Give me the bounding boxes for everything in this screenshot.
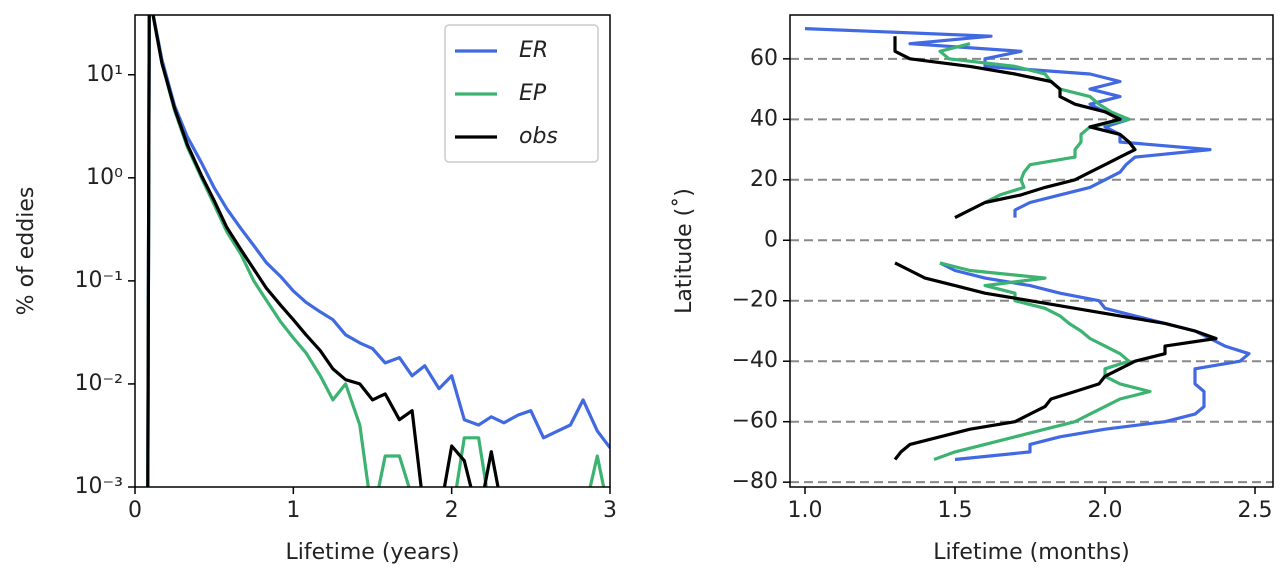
y-tick-label: −80	[732, 469, 778, 494]
series-line	[804, 27, 1251, 462]
y-tick-label: −60	[732, 409, 778, 434]
y-tick-label: 10⁻²	[75, 371, 123, 396]
x-tick-label: 2	[445, 498, 459, 523]
y-tick-label: −20	[732, 288, 778, 313]
y-tick-label: 20	[750, 167, 778, 192]
legend: ER EP obs	[444, 24, 599, 163]
x-tick-label: 1	[286, 498, 300, 523]
y-tick-label: 0	[764, 227, 778, 252]
series-line	[146, 15, 610, 487]
y-axis-label: % of eddies	[14, 187, 39, 316]
legend-label: obs	[519, 124, 558, 149]
series-line	[146, 15, 606, 487]
y-tick-label: 40	[750, 106, 778, 131]
y-tick-label: 10⁻³	[75, 474, 123, 499]
x-tick-label: 2.0	[1088, 498, 1123, 523]
y-tick-label: 10⁰	[86, 165, 123, 190]
legend-label: ER	[519, 38, 548, 63]
axes-frame	[134, 14, 611, 488]
x-tick-label: 0	[128, 498, 142, 523]
legend-box	[444, 24, 599, 163]
x-tick-label: 1.5	[938, 498, 973, 523]
x-tick-label: 3	[603, 498, 617, 523]
y-tick-label: 10⁻¹	[75, 268, 123, 293]
axes-frame	[789, 14, 1274, 488]
y-tick-label: 60	[750, 46, 778, 71]
x-axis-label: Lifetime (years)	[285, 540, 459, 565]
y-tick-label: −40	[732, 348, 778, 373]
x-tick-label: 2.5	[1238, 498, 1273, 523]
series-line	[933, 42, 1152, 462]
y-tick-label: 10¹	[86, 62, 123, 87]
series-line	[893, 36, 1218, 461]
x-axis-label: Lifetime (months)	[933, 540, 1129, 565]
y-axis-label: Latitude (˚)	[672, 188, 697, 314]
series-line	[146, 15, 500, 487]
legend-label: EP	[519, 81, 547, 106]
x-tick-label: 1.0	[788, 498, 823, 523]
